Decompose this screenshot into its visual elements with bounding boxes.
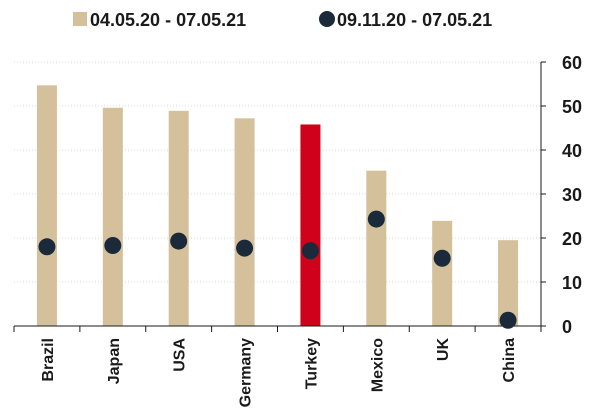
axes	[13, 61, 546, 332]
point-china	[499, 311, 517, 329]
point-turkey	[301, 242, 319, 260]
y-tick-label: 40	[562, 141, 582, 161]
y-tick-label: 60	[562, 53, 582, 73]
bar-series	[36, 85, 519, 326]
bar-japan	[102, 107, 123, 326]
point-uk	[433, 249, 451, 267]
bar-usa	[168, 110, 189, 326]
point-japan	[104, 236, 122, 254]
y-tick-label: 0	[562, 317, 572, 337]
y-tick-label: 50	[562, 97, 582, 117]
x-category-label: Brazil	[40, 338, 57, 382]
legend-label-point: 09.11.20 - 07.05.21	[337, 10, 492, 30]
bar-mexico	[366, 170, 387, 326]
point-usa	[170, 232, 188, 250]
legend-label-bar: 04.05.20 - 07.05.21	[90, 10, 246, 30]
x-category-label: Japan	[106, 338, 123, 384]
point-mexico	[367, 210, 385, 228]
bar-china	[498, 240, 519, 326]
legend-swatch-bar	[73, 12, 87, 26]
legend-swatch-point	[319, 11, 335, 27]
legend: 04.05.20 - 07.05.21 09.11.20 - 07.05.21	[73, 10, 492, 30]
bar-germany	[234, 118, 255, 326]
x-category-label: Turkey	[303, 338, 320, 389]
y-tick-label: 10	[562, 273, 582, 293]
x-category-label: UK	[435, 338, 452, 362]
bar-brazil	[36, 85, 57, 326]
bar-turkey	[300, 124, 321, 326]
point-series	[38, 210, 517, 329]
bar-uk	[432, 220, 453, 326]
x-category-label: Mexico	[369, 338, 386, 392]
x-tick-labels: Brazil Japan USA Germany Turkey Mexico UK China	[40, 338, 518, 408]
x-category-label: USA	[172, 338, 189, 372]
y-tick-label: 30	[562, 185, 582, 205]
y-tick-label: 20	[562, 229, 582, 249]
point-brazil	[38, 238, 56, 256]
y-tick-labels: 0 10 20 30 40 50 60	[562, 53, 582, 337]
x-category-label: China	[501, 338, 518, 383]
gridlines	[14, 61, 541, 283]
point-germany	[236, 239, 254, 257]
x-category-label: Germany	[238, 338, 255, 407]
